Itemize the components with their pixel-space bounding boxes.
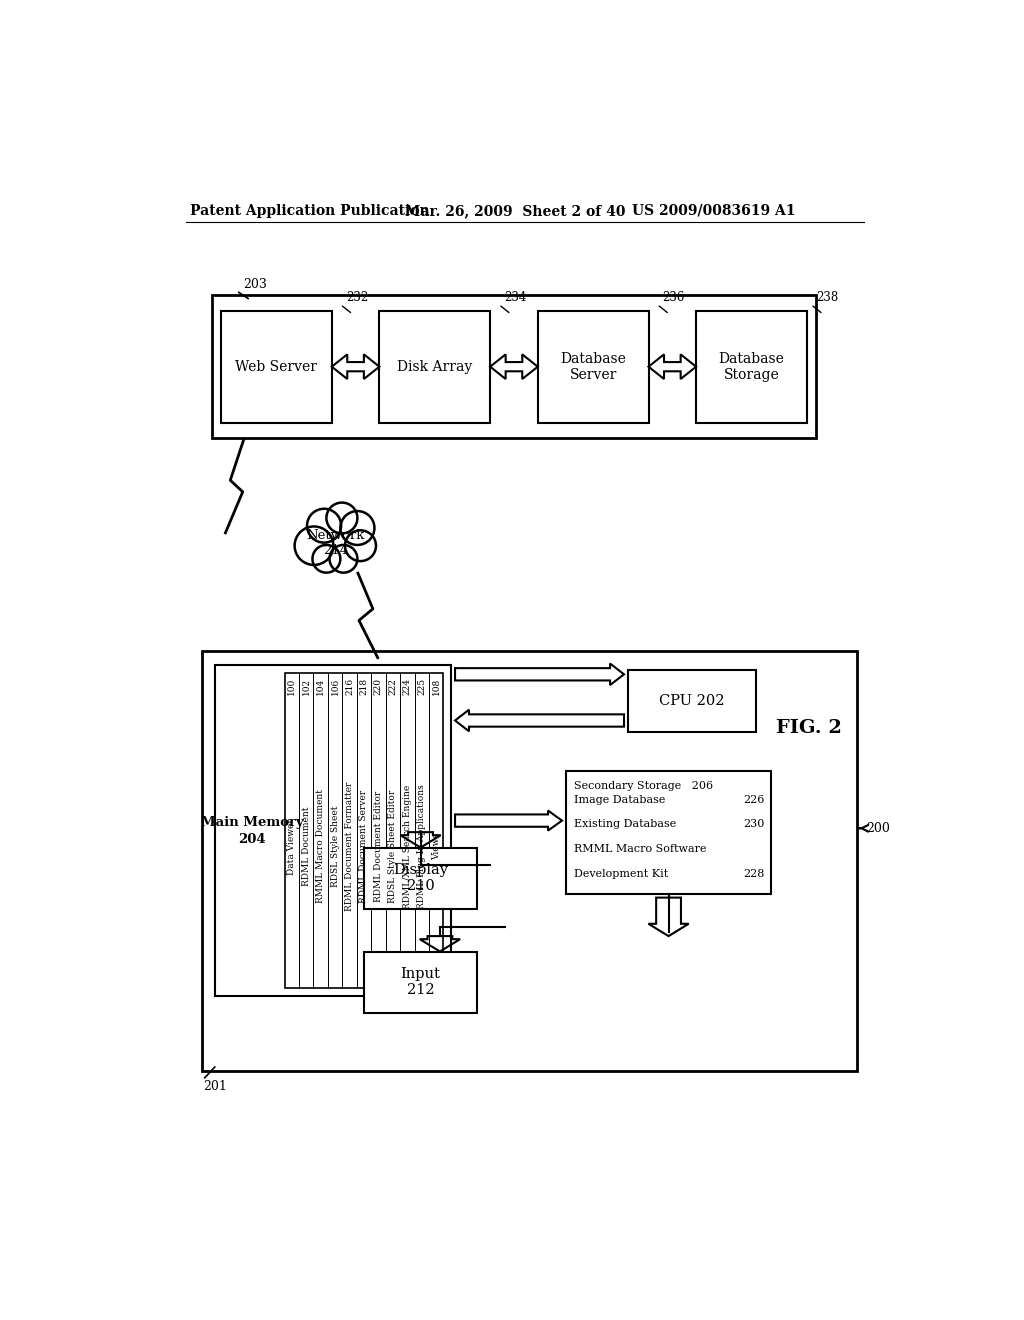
Text: RDML Document: RDML Document xyxy=(302,807,310,886)
Text: RDSL Style Sheet: RDSL Style Sheet xyxy=(331,805,340,887)
Text: 232: 232 xyxy=(346,290,368,304)
Text: Patent Application Publication: Patent Application Publication xyxy=(190,203,430,218)
Bar xyxy=(212,296,816,438)
Text: Database
Storage: Database Storage xyxy=(719,351,784,381)
Text: 106: 106 xyxy=(331,678,340,696)
Text: RDML/XML Search Engine: RDML/XML Search Engine xyxy=(402,784,412,908)
Text: 236: 236 xyxy=(663,290,685,304)
Text: 224: 224 xyxy=(402,678,412,696)
Bar xyxy=(215,665,452,997)
Bar xyxy=(285,673,443,989)
Text: RDML Document Editor: RDML Document Editor xyxy=(374,791,383,902)
Text: Network
214: Network 214 xyxy=(306,529,365,557)
Text: 222: 222 xyxy=(388,678,397,696)
Bar xyxy=(365,952,477,1014)
Circle shape xyxy=(330,545,357,573)
Text: 234: 234 xyxy=(504,290,526,304)
Bar xyxy=(696,312,807,422)
Text: Input
212: Input 212 xyxy=(400,968,440,998)
Bar xyxy=(379,312,490,422)
Text: 108: 108 xyxy=(432,678,440,696)
Bar xyxy=(538,312,648,422)
Bar xyxy=(221,312,332,422)
Text: Data Viewer: Data Viewer xyxy=(288,818,296,875)
Text: RDML Document Server: RDML Document Server xyxy=(359,789,369,903)
Text: 228: 228 xyxy=(743,869,765,879)
Text: RDML Plug-In Applications: RDML Plug-In Applications xyxy=(417,784,426,908)
Text: 201: 201 xyxy=(203,1080,227,1093)
Text: Views: Views xyxy=(432,833,440,859)
Text: Existing Database: Existing Database xyxy=(573,820,676,829)
Text: 225: 225 xyxy=(417,678,426,696)
Text: 230: 230 xyxy=(743,820,765,829)
Circle shape xyxy=(340,511,375,545)
Bar xyxy=(365,847,477,909)
Text: 218: 218 xyxy=(359,678,369,696)
Text: Display
210: Display 210 xyxy=(393,863,449,894)
Circle shape xyxy=(345,531,376,561)
Text: RDML Document Formatter: RDML Document Formatter xyxy=(345,781,354,911)
Text: 220: 220 xyxy=(374,678,383,696)
Text: FIG. 2: FIG. 2 xyxy=(775,719,842,737)
Text: Image Database: Image Database xyxy=(573,795,665,805)
Text: 238: 238 xyxy=(816,290,839,304)
Text: Mar. 26, 2009  Sheet 2 of 40: Mar. 26, 2009 Sheet 2 of 40 xyxy=(406,203,626,218)
Circle shape xyxy=(295,527,334,565)
Text: Main Memory: Main Memory xyxy=(201,816,303,829)
Circle shape xyxy=(312,545,340,573)
Text: 203: 203 xyxy=(243,277,266,290)
Text: 200: 200 xyxy=(866,822,890,834)
Bar xyxy=(566,771,771,894)
Text: US 2009/0083619 A1: US 2009/0083619 A1 xyxy=(632,203,796,218)
Text: Development Kit: Development Kit xyxy=(573,869,668,879)
Text: RMML Macro Document: RMML Macro Document xyxy=(316,789,326,903)
Text: Web Server: Web Server xyxy=(236,359,317,374)
Bar xyxy=(202,651,856,1071)
Text: 204: 204 xyxy=(239,833,266,846)
Text: 104: 104 xyxy=(316,678,326,696)
Text: RMML Macro Software: RMML Macro Software xyxy=(573,843,707,854)
Text: Disk Array: Disk Array xyxy=(397,359,472,374)
Text: 100: 100 xyxy=(288,678,296,696)
Circle shape xyxy=(307,508,341,543)
Text: RDSL Style Sheet Editor: RDSL Style Sheet Editor xyxy=(388,789,397,903)
Text: Secondary Storage   206: Secondary Storage 206 xyxy=(573,781,713,791)
Text: 216: 216 xyxy=(345,678,354,696)
Text: Database
Server: Database Server xyxy=(560,351,626,381)
Bar xyxy=(628,671,756,733)
Text: 226: 226 xyxy=(743,795,765,805)
Circle shape xyxy=(327,503,357,533)
Text: CPU 202: CPU 202 xyxy=(659,694,725,709)
Text: 102: 102 xyxy=(302,678,310,696)
